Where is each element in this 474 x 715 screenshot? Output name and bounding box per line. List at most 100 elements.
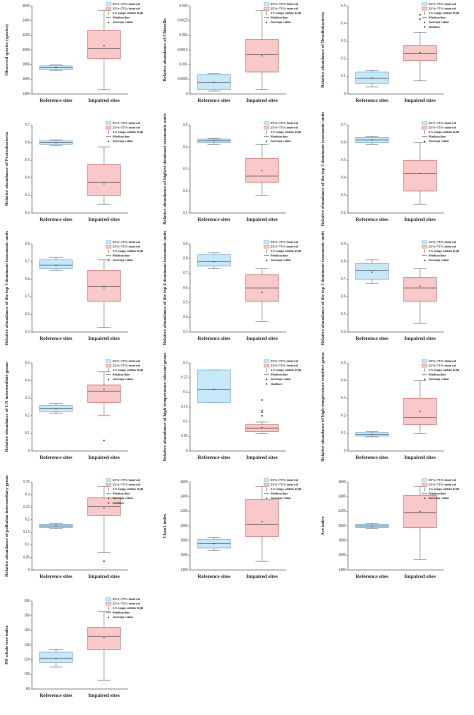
mean-marker (213, 140, 215, 142)
legend-label: 25%~75% interval (113, 359, 141, 363)
legend-label: Average value (271, 377, 292, 381)
legend-label: Average value (113, 258, 134, 262)
x-tick-label: Reference sites (40, 693, 73, 699)
x-tick-label: Impaired sites (88, 98, 119, 104)
mean-marker (103, 388, 105, 390)
legend-label: 25%~75% interval (113, 601, 141, 605)
x-tick-label: Reference sites (40, 98, 73, 104)
y-tick-label: 0.2 (25, 414, 30, 418)
outlier (261, 399, 263, 401)
legend-swatch (263, 478, 270, 482)
x-tick-label: Reference sites (356, 574, 389, 580)
legend-swatch (107, 378, 110, 381)
y-tick-label: 0.3 (25, 396, 30, 400)
y-tick-label: 0.4 (341, 378, 346, 382)
y-tick-label: 1600 (338, 553, 345, 557)
legend-swatch (107, 502, 110, 504)
y-tick-label: 0.4 (25, 312, 30, 316)
y-tick-label: 0.1 (25, 543, 30, 547)
y-tick-label: 0.4 (183, 315, 188, 319)
legend-label: 25%~75% interval (429, 2, 457, 6)
legend-label: Average value (271, 258, 292, 262)
x-tick-label: Reference sites (40, 574, 73, 580)
box (87, 164, 121, 196)
legend-swatch (105, 244, 112, 249)
y-tick-label: 1400 (338, 568, 345, 572)
legend-label: 25%~75% interval (429, 359, 457, 363)
mean-marker (419, 172, 421, 174)
legend-swatch (105, 121, 112, 125)
legend-label: Median line (429, 373, 447, 377)
y-tick-label: 0.4 (341, 21, 346, 25)
mean-marker (261, 170, 263, 172)
y-tick-label: 2000 (22, 48, 29, 52)
panel: Relative abundance of the top 4 dominant… (162, 231, 302, 346)
y-tick-label: 120 (24, 657, 30, 661)
legend-swatch (107, 21, 110, 24)
x-tick-label: Reference sites (198, 98, 231, 104)
outlier (419, 18, 421, 21)
y-tick-label: 0.2 (341, 211, 346, 215)
y-tick-label: 1400 (180, 568, 187, 572)
y-tick-label: 2400 (22, 18, 29, 22)
mean-marker (103, 507, 105, 509)
mean-marker (55, 264, 57, 266)
legend-swatch (423, 378, 426, 381)
panel: Relative abundance of the top 5 dominant… (320, 231, 460, 346)
legend-label: 25%~75% interval (429, 125, 457, 129)
y-tick-label: 0.1 (341, 74, 346, 78)
y-tick-label: 1800 (338, 538, 345, 542)
legend-swatch (105, 359, 112, 363)
legend-label: 25%~75% interval (271, 359, 299, 363)
y-tick-label: 0.6 (183, 286, 188, 290)
legend-label: 25%~75% interval (113, 125, 141, 129)
legend-swatch (421, 363, 428, 368)
y-axis-label: Relative abundance of pollution intermed… (4, 475, 9, 577)
y-tick-label: 2600 (180, 480, 187, 484)
y-tick-label: 0.3 (341, 396, 346, 400)
y-tick-label: 0 (28, 449, 30, 453)
mean-marker (419, 285, 421, 287)
y-tick-label: 2200 (22, 33, 29, 37)
legend-label: 25%~75% interval (113, 363, 141, 367)
y-tick-label: 0.1 (183, 211, 188, 215)
legend-swatch (263, 359, 270, 363)
y-axis-label: Relative abundance of Desulfobacteria (320, 11, 325, 87)
y-tick-label: 0.9 (183, 242, 188, 246)
y-tick-label: 100 (24, 672, 30, 676)
mean-marker (55, 67, 57, 69)
legend-label: Average value (271, 139, 292, 143)
legend-swatch (105, 6, 112, 11)
legend-swatch (423, 140, 426, 143)
mean-marker (261, 426, 263, 428)
outlier (103, 560, 105, 562)
y-tick-label: 0.5 (341, 158, 346, 162)
mean-marker (371, 271, 373, 273)
legend-label: 1.5 range within IQR (113, 487, 144, 491)
mean-marker (419, 52, 421, 54)
legend-label: Median line (429, 254, 447, 258)
mean-marker (55, 525, 57, 527)
legend-label: 1.5 range within IQR (271, 249, 302, 253)
legend-label: 25%~75% interval (429, 482, 457, 486)
legend-label: Average value (429, 258, 450, 262)
y-tick-label: 0.15 (181, 405, 187, 409)
x-tick-label: Impaired sites (88, 336, 119, 342)
legend-swatch (421, 244, 428, 249)
mean-marker (213, 261, 215, 263)
legend-label: Median line (429, 135, 447, 139)
y-tick-label: 0.3 (25, 193, 30, 197)
legend-swatch (105, 125, 112, 130)
y-tick-label: 0.5 (25, 158, 30, 162)
y-tick-label: 0.002 (179, 33, 187, 37)
y-tick-label: 180 (24, 613, 30, 617)
legend-label: Average value (113, 615, 134, 619)
mean-marker (419, 510, 421, 512)
x-tick-label: Impaired sites (404, 98, 435, 104)
y-tick-label: 0 (344, 449, 346, 453)
x-tick-label: Reference sites (198, 455, 231, 461)
box (197, 254, 231, 267)
legend-label: 25%~75% interval (271, 482, 299, 486)
mean-marker (55, 142, 57, 144)
y-tick-label: 0.3 (341, 39, 346, 43)
